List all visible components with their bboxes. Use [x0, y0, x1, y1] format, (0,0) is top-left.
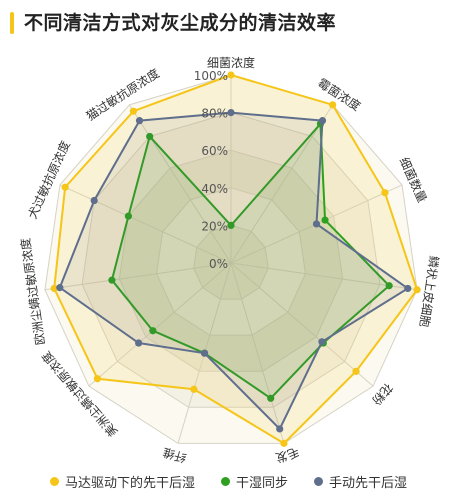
series-1-point-7: [149, 327, 157, 335]
series-line-1: [110, 122, 391, 400]
legend: 马达驱动下的先干后湿 干湿同步 手动先干后湿: [0, 472, 457, 491]
legend-item: 手动先干后湿: [314, 472, 407, 491]
series-1-point-8: [108, 276, 116, 284]
chart-title: 不同清洁方式对灰尘成分的清洁效率: [24, 12, 337, 34]
category-label-group: 纤维: [161, 445, 188, 465]
series-2-point-6: [200, 349, 209, 357]
series-line-0: [53, 74, 419, 445]
series-2-point-10: [135, 117, 144, 125]
legend-marker: [314, 477, 323, 486]
title-accent-bar: [10, 12, 14, 34]
legend-item: 马达驱动下的先干后湿: [49, 472, 195, 491]
grid-spoke: [59, 184, 232, 264]
category-label-group: 欧洲尘螨过敏原浓度: [17, 237, 47, 346]
grid-spoke: [88, 262, 232, 387]
legend-label: 干湿同步: [235, 476, 288, 491]
series-0-point-6: [190, 385, 198, 393]
series-0-point-3: [413, 286, 421, 294]
legend-marker: [220, 477, 230, 486]
series-1-point-2: [321, 216, 329, 224]
legend-marker: [49, 477, 59, 486]
legend-item: 干湿同步: [220, 472, 288, 491]
category-label: 细菌浓度: [207, 55, 255, 70]
series-2-point-4: [318, 338, 326, 346]
series-2-point-7: [135, 339, 143, 347]
series-2-point-2: [312, 220, 321, 228]
series-1-point-3: [385, 282, 393, 290]
series-2-point-1: [318, 117, 327, 125]
series-0-point-8: [50, 284, 58, 293]
grid-spoke: [230, 262, 374, 387]
category-label-group: 毛发: [274, 445, 301, 466]
legend-label: 手动先干后湿: [329, 476, 408, 491]
category-label: 毛发: [274, 445, 301, 466]
category-label: 纤维: [161, 445, 188, 465]
radial-tick-label: 60%: [201, 144, 228, 158]
radial-tick-label: 40%: [201, 182, 228, 196]
series-2-point-3: [404, 284, 412, 293]
series-0-point-7: [93, 375, 102, 383]
category-label-group: 细菌浓度: [207, 55, 255, 70]
series-1-point-9: [124, 212, 132, 220]
grid-spoke: [230, 262, 285, 444]
series-2-point-0: [227, 109, 235, 117]
category-label-group: 鳞状上皮细胞: [417, 255, 441, 328]
series-2-point-9: [90, 196, 98, 205]
legend-label: 马达驱动下的先干后湿: [64, 476, 195, 491]
series-1-point-0: [227, 221, 235, 229]
series-0-point-9: [61, 183, 69, 191]
series-1-point-10: [146, 132, 154, 141]
series-0-point-5: [280, 439, 288, 447]
series-0-point-2: [381, 189, 389, 197]
radial-tick-label: 80%: [201, 107, 228, 121]
radar-chart: 0%20%40%60%80%100%细菌浓度霉菌浓度细菌数量鳞状上皮细胞花粉毛发…: [17, 55, 441, 466]
radial-tick-label: 0%: [209, 257, 228, 271]
series-0-point-1: [329, 101, 337, 109]
category-label: 鳞状上皮细胞: [417, 255, 441, 328]
radial-tick-label: 20%: [201, 219, 228, 233]
series-0-point-4: [352, 367, 360, 375]
grid-spoke: [230, 104, 334, 264]
series-0-point-10: [129, 107, 138, 115]
category-label: 欧洲尘螨过敏原浓度: [17, 237, 47, 346]
grid-spoke: [128, 104, 232, 264]
grid-spoke: [44, 262, 232, 291]
series-0-point-0: [227, 71, 235, 79]
radial-tick-label: 100%: [194, 69, 228, 83]
series-2-point-8: [56, 284, 64, 292]
series-line-2: [58, 111, 409, 430]
series-1-point-5: [267, 394, 275, 402]
series-2-point-5: [276, 425, 284, 433]
